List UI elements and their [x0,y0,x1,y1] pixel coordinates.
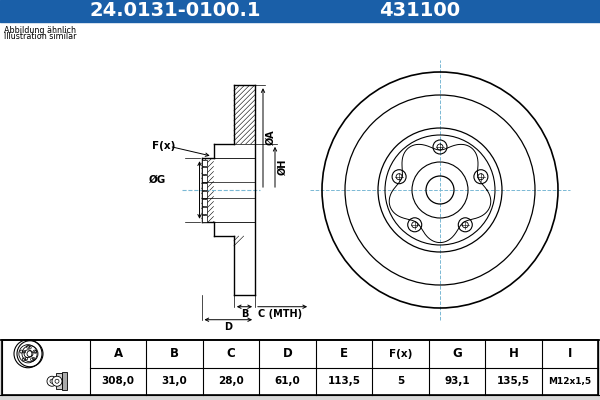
Text: Illustration similar: Illustration similar [4,32,77,41]
Circle shape [47,376,57,386]
Text: F(x): F(x) [152,141,175,151]
Bar [202,183,206,190]
Text: M12x1,5: M12x1,5 [548,377,592,386]
Text: H: H [508,347,518,360]
Text: 135,5: 135,5 [497,376,530,386]
Bar [202,175,206,182]
Text: ØA: ØA [266,130,276,146]
Bar [202,191,206,198]
Text: D: D [224,322,232,332]
Bar [202,199,206,206]
Bar [0,0,600,22]
Bar [202,207,206,214]
Text: 113,5: 113,5 [328,376,361,386]
Text: Abbildung ähnlich: Abbildung ähnlich [4,26,76,35]
Text: E: E [340,347,348,360]
Text: 93,1: 93,1 [444,376,470,386]
Bar [202,160,206,166]
Text: 28,0: 28,0 [218,376,244,386]
Bar [2,340,598,395]
Text: G: G [452,347,462,360]
Bar [202,168,206,174]
Text: B: B [241,309,248,319]
Text: 61,0: 61,0 [275,376,301,386]
Bar [62,372,67,390]
Text: I: I [568,347,572,360]
Text: 308,0: 308,0 [102,376,135,386]
Bar [0,22,600,340]
Text: ØH: ØH [278,159,288,175]
Circle shape [52,376,62,386]
Text: D: D [283,347,292,360]
Text: 431100: 431100 [379,2,461,20]
Text: F(x): F(x) [389,349,412,359]
Text: C: C [227,347,235,360]
Text: 31,0: 31,0 [162,376,188,386]
Text: B: B [170,347,179,360]
Text: 5: 5 [397,376,404,386]
Bar [56,373,62,389]
Text: ØG: ØG [149,175,167,185]
Bar [234,85,255,295]
Bar [202,215,206,222]
Text: 24.0131-0100.1: 24.0131-0100.1 [89,2,261,20]
Text: A: A [113,347,123,360]
Text: C (MTH): C (MTH) [258,309,302,319]
